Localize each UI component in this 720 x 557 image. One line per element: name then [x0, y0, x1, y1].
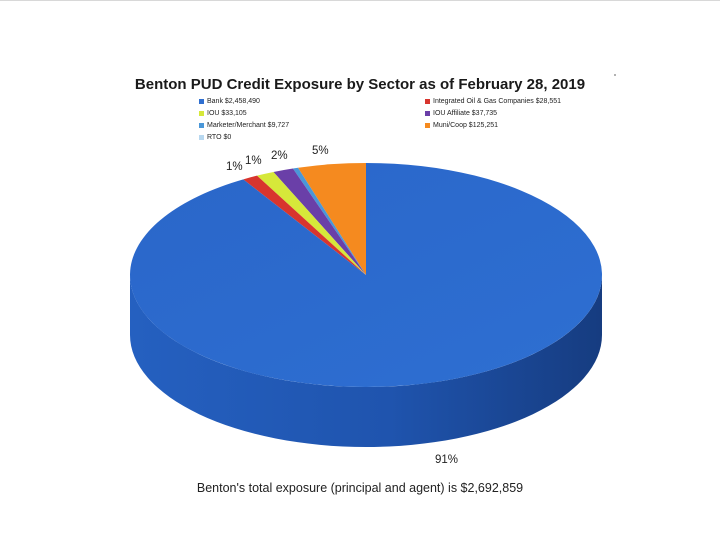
legend-text-rto: RTO $0	[207, 134, 232, 141]
legend-text-iou: IOU $33,105	[207, 110, 247, 117]
slice-label-muni-coop: 5%	[312, 145, 329, 157]
slice-label-iou: 1%	[245, 155, 262, 167]
pie-top-face	[130, 163, 603, 387]
legend-swatch-oil-gas	[425, 99, 430, 104]
legend-item-marketer: Marketer/Merchant $9,727	[199, 122, 289, 129]
pie-slice-integrated-oil-gas-companies	[243, 175, 366, 275]
legend: Bank $2,458,490 Integrated Oil & Gas Com…	[0, 98, 720, 158]
slice-label-bank: 91%	[435, 454, 459, 466]
legend-text-marketer: Marketer/Merchant $9,727	[207, 122, 290, 129]
pie-slice-muni-coop	[298, 163, 366, 275]
legend-item-iou: IOU $33,105	[199, 110, 247, 117]
legend-swatch-muni-coop	[425, 123, 430, 128]
chart-title: Benton PUD Credit Exposure by Sector as …	[134, 76, 586, 93]
pie-side-wall	[130, 275, 602, 447]
legend-swatch-iou-affiliate	[425, 111, 430, 116]
pie-side-bank	[130, 275, 602, 447]
legend-item-iou-affiliate: IOU Affiliate $37,735	[425, 110, 497, 117]
legend-item-rto: RTO $0	[199, 134, 231, 141]
scan-speck	[614, 74, 616, 76]
pie-slice-iou-affiliate	[273, 168, 366, 275]
legend-swatch-rto	[199, 135, 204, 140]
legend-text-bank: Bank $2,458,490	[207, 98, 260, 105]
legend-text-muni-coop: Muni/Coop $125,251	[433, 122, 498, 129]
slice-label-oil-gas: 1%	[226, 161, 243, 173]
pie-slice-marketer-merchant	[292, 167, 366, 275]
legend-swatch-bank	[199, 99, 204, 104]
top-rule	[0, 0, 720, 1]
slice-label-iou-affiliate: 2%	[271, 150, 288, 162]
legend-swatch-marketer	[199, 123, 204, 128]
pie-slice-bank	[130, 163, 603, 387]
total-exposure-note: Benton's total exposure (principal and a…	[196, 481, 524, 495]
pie-slice-iou	[256, 171, 366, 275]
legend-item-bank: Bank $2,458,490	[199, 98, 260, 105]
legend-text-iou-affiliate: IOU Affiliate $37,735	[433, 110, 498, 117]
legend-item-oil-gas: Integrated Oil & Gas Companies $28,551	[425, 98, 561, 105]
legend-item-muni-coop: Muni/Coop $125,251	[425, 122, 498, 129]
legend-swatch-iou	[199, 111, 204, 116]
legend-text-oil-gas: Integrated Oil & Gas Companies $28,551	[433, 98, 562, 105]
